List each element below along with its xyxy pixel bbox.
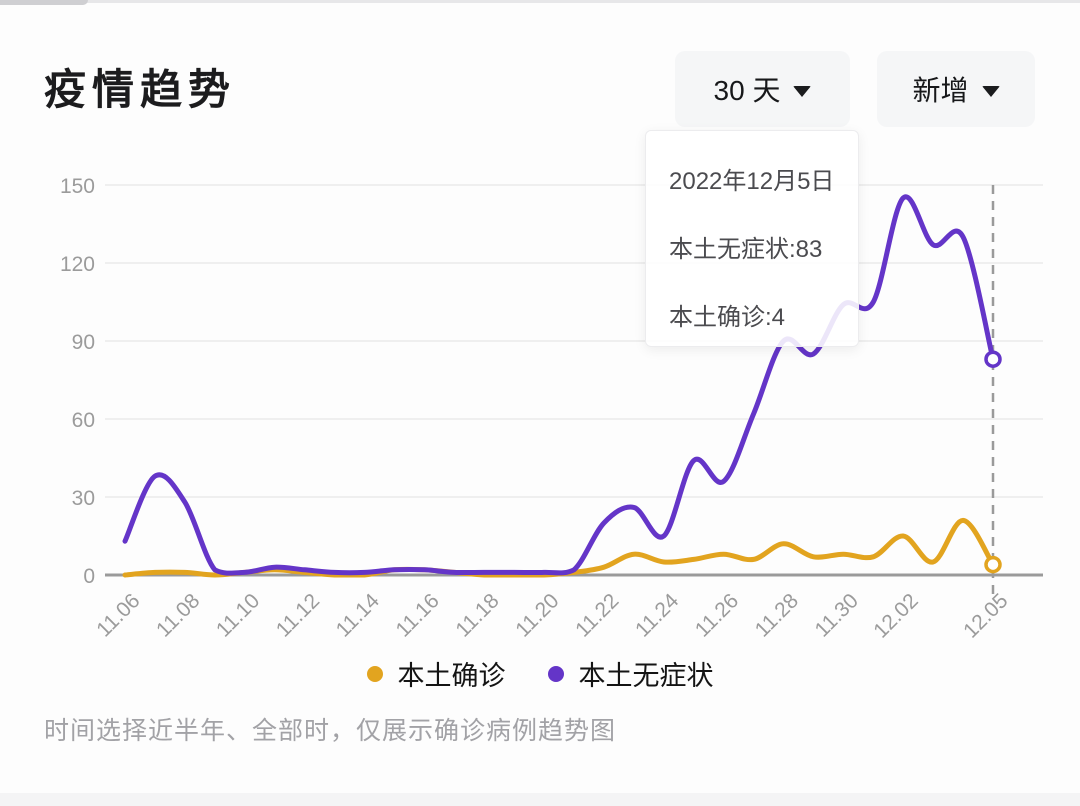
- x-axis-label: 11.14: [332, 589, 385, 642]
- footer-note: 时间选择近半年、全部时，仅展示确诊病例趋势图: [44, 717, 617, 745]
- y-axis-label: 120: [60, 253, 95, 276]
- legend-item-asymptomatic[interactable]: 本土无症状: [547, 654, 714, 693]
- x-axis-label: 11.16: [392, 589, 444, 641]
- page-title: 疫情趋势: [44, 66, 237, 113]
- x-axis-label: 11.30: [811, 589, 863, 641]
- x-axis-label: 11.08: [152, 589, 204, 641]
- legend-label-asymptomatic: 本土无症状: [578, 661, 714, 691]
- x-axis-label: 11.10: [212, 589, 264, 641]
- legend-dot-icon: [366, 665, 383, 682]
- y-axis-label: 30: [72, 487, 95, 510]
- chart-legend: 本土确诊 本土无症状: [0, 654, 1080, 693]
- chevron-down-icon: [793, 85, 812, 97]
- y-axis-label: 0: [83, 565, 95, 588]
- x-axis-label: 11.06: [92, 589, 144, 641]
- chevron-down-icon: [981, 85, 1000, 97]
- x-axis-label: 11.12: [272, 589, 324, 641]
- y-axis-label: 60: [72, 409, 95, 432]
- chart-tooltip: 2022年12月5日 本土无症状:83 本土确诊:4: [645, 130, 859, 347]
- time-range-dropdown[interactable]: 30 天: [675, 51, 850, 127]
- x-axis-label: 12.05: [959, 589, 1012, 642]
- metric-type-value: 新增: [912, 75, 969, 106]
- y-axis-label: 90: [72, 331, 95, 354]
- legend-dot-icon: [547, 665, 564, 682]
- top-edge-notch: [0, 0, 88, 5]
- y-axis-label: 150: [60, 175, 95, 198]
- endpoint-marker: [984, 350, 1002, 368]
- tooltip-date: 2022年12月5日: [669, 168, 835, 195]
- endpoint-marker: [984, 555, 1002, 574]
- series-line-1: [122, 194, 996, 576]
- x-axis-label: 11.20: [511, 589, 563, 641]
- x-axis-label: 11.28: [751, 589, 803, 641]
- x-axis-label: 11.26: [691, 589, 743, 641]
- x-axis-label: 11.18: [451, 589, 503, 641]
- legend-item-confirmed[interactable]: 本土确诊: [366, 654, 506, 693]
- metric-type-dropdown[interactable]: 新增: [877, 51, 1035, 127]
- legend-label-confirmed: 本土确诊: [397, 661, 506, 691]
- tooltip-asymptomatic-value: 本土无症状:83: [669, 236, 823, 263]
- x-axis-label: 11.24: [631, 589, 684, 642]
- x-axis-label: 12.02: [869, 589, 922, 642]
- time-range-value: 30 天: [713, 75, 781, 106]
- tooltip-confirmed-value: 本土确诊:4: [669, 304, 786, 331]
- x-axis-label: 11.22: [571, 589, 623, 641]
- series-line-0: [122, 517, 996, 578]
- bottom-edge-strip: [0, 793, 1080, 806]
- top-edge-divider: [0, 0, 1080, 3]
